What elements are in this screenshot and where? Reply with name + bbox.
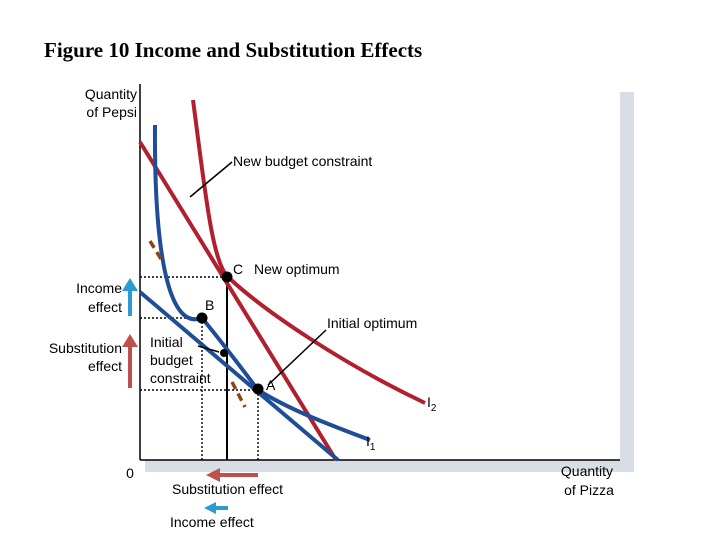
substitution-effect-side-label-2: effect <box>88 358 122 374</box>
i1-label-sub: 1 <box>370 442 376 453</box>
point-b-dot <box>196 312 208 324</box>
leader-initial-budget <box>197 345 220 353</box>
leader-initial-optimum <box>267 329 327 386</box>
x-axis-label-line1: Quantity <box>561 463 613 479</box>
parallel-budget-dash-upper <box>148 240 163 260</box>
i2-label-sub: 2 <box>431 403 437 414</box>
i1-label: I1 <box>366 433 376 453</box>
income-effect-side-label-1: Income <box>76 280 122 296</box>
frame-shadow-right <box>620 92 634 472</box>
y-axis-label-line2: of Pepsi <box>86 104 137 120</box>
substitution-arrow-head <box>122 334 138 347</box>
point-c-label: C <box>233 261 243 277</box>
i1-label-main: I <box>366 433 370 449</box>
indifference-curve-i1 <box>152 124 371 442</box>
y-axis-label-line1: Quantity <box>85 86 137 102</box>
x-axis-label-line2: of Pizza <box>564 482 614 498</box>
substitution-bottom-head <box>206 468 220 482</box>
frame-shadow-bottom <box>145 460 634 472</box>
income-arrow-head <box>122 278 138 291</box>
parallel-budget-dash-lower <box>230 381 247 408</box>
new-optimum-label: New optimum <box>254 261 340 277</box>
income-effect-side-label-2: effect <box>88 299 122 315</box>
i2-label-main: I <box>427 394 431 410</box>
plot-area <box>140 86 620 460</box>
tangent-dot <box>220 349 228 357</box>
origin-label: 0 <box>126 465 134 481</box>
income-bottom-head <box>204 502 216 514</box>
leader-new-budget <box>189 161 233 198</box>
initial-budget-label-2: budget <box>150 352 193 368</box>
new-budget-label: New budget constraint <box>233 153 372 169</box>
point-c-dot <box>221 271 233 283</box>
substitution-effect-side-label-1: Substitution <box>49 340 122 356</box>
substitution-effect-bottom-label: Substitution effect <box>172 481 283 497</box>
initial-budget-label-3: constraint <box>150 370 211 386</box>
point-a-dot <box>252 383 264 395</box>
initial-budget-line <box>138 290 340 462</box>
point-a-label: A <box>266 377 276 393</box>
initial-budget-label-1: Initial <box>150 334 183 350</box>
i2-label: I2 <box>427 394 437 414</box>
income-effect-bottom-label: Income effect <box>170 514 254 530</box>
initial-optimum-label: Initial optimum <box>327 315 417 331</box>
figure-title: Figure 10 Income and Substitution Effect… <box>44 38 423 62</box>
new-budget-line <box>138 140 338 462</box>
point-b-label: B <box>205 297 214 313</box>
